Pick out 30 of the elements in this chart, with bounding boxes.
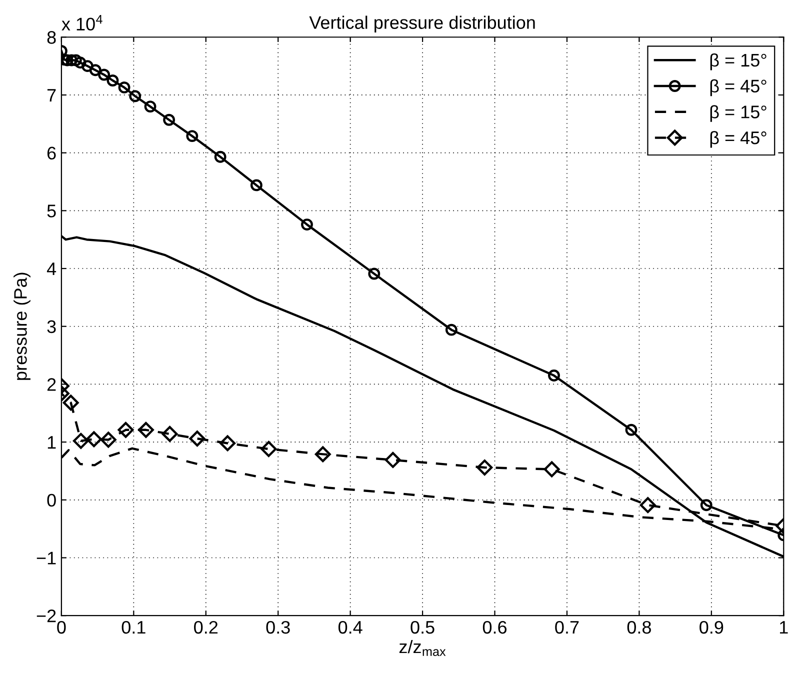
y-tick-label: 5: [47, 204, 56, 218]
x-tick-label: 0.6: [482, 620, 507, 634]
x-tick-label: 0.8: [627, 620, 651, 634]
x-tick-label: 0.3: [266, 620, 290, 634]
x-axis-title: z/z$_{max}$: [399, 640, 446, 656]
y-tick-label: −2: [36, 610, 56, 622]
x-tick-label: 0.5: [410, 620, 434, 634]
legend-label: β = 45°: [710, 79, 766, 96]
y-tick-label: 6: [47, 146, 56, 160]
y-tick-label: 7: [47, 89, 56, 102]
y-tick-label: −1: [36, 552, 56, 564]
y-tick-label: 1: [48, 436, 56, 449]
y-tick-label: 4: [46, 262, 56, 276]
x-tick-label: 0.7: [555, 620, 579, 634]
chart-title: Vertical pressure distribution: [309, 16, 535, 33]
x-tick-label: 0.9: [700, 620, 724, 634]
y-tick-label: 2: [47, 378, 56, 391]
y-tick-label: 0: [47, 494, 56, 507]
y-axis-title: pressure (Pa): [14, 272, 30, 380]
x-tick-label: 0: [57, 620, 66, 634]
y-tick-label: 8: [47, 31, 56, 44]
y-tick-label: 3: [47, 320, 56, 334]
x-tick-label: 0.4: [338, 620, 362, 634]
legend-label: β = 15°: [710, 105, 766, 122]
x-tick-label: 0.2: [194, 620, 218, 634]
x-tick-label: 1: [780, 621, 788, 634]
legend-label: β = 45°: [710, 130, 766, 148]
text: x 10$^{4}$: [62, 14, 102, 31]
legend-label: β = 15°: [710, 53, 766, 70]
x-tick-label: 0.1: [122, 620, 146, 634]
